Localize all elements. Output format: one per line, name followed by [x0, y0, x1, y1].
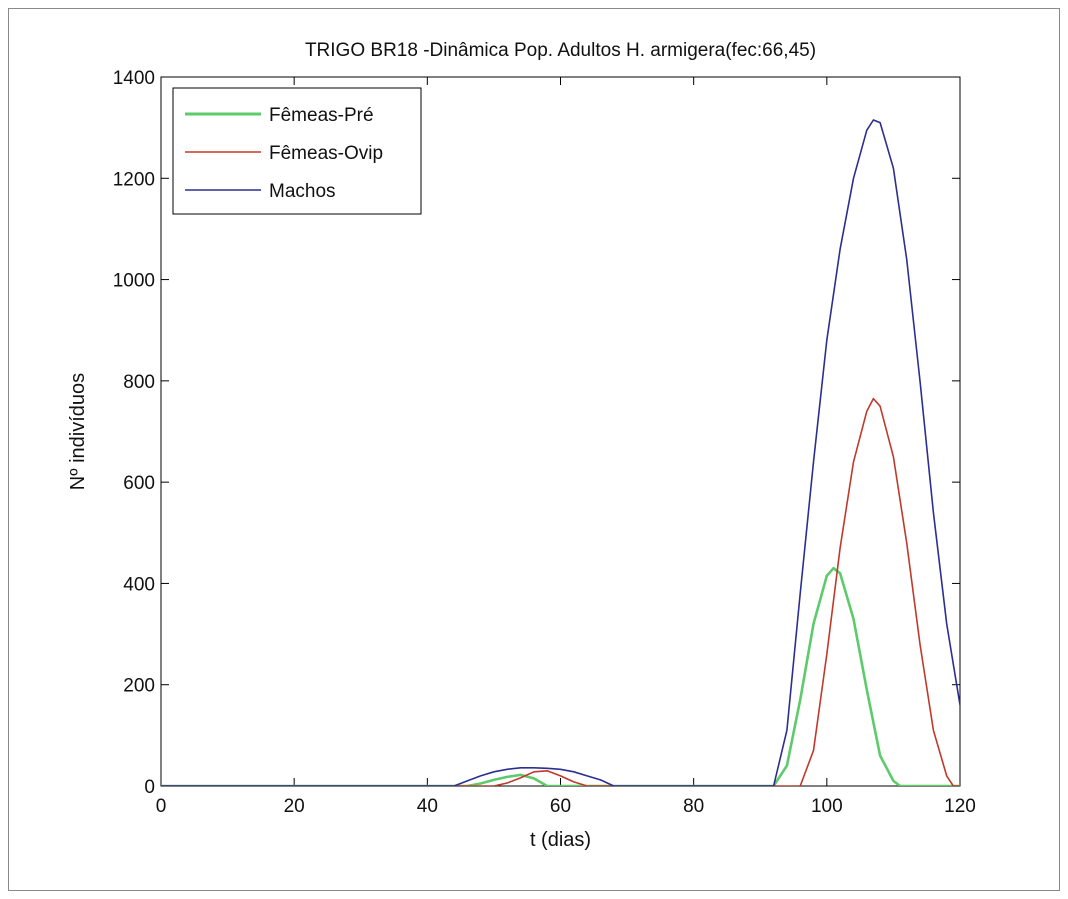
legend-entry-label: Fêmeas-Pré: [269, 105, 374, 126]
y-tick-label: 600: [123, 473, 155, 494]
legend-box: [172, 87, 422, 215]
x-tick-label: 100: [811, 796, 843, 817]
legend: Fêmeas-Pré Fêmeas-Ovip Machos: [172, 87, 422, 215]
x-axis-label: t (dias): [530, 829, 591, 851]
x-tick-label: 20: [284, 796, 305, 817]
x-tick-label: 120: [944, 796, 976, 817]
y-tick-label: 0: [144, 777, 155, 798]
legend-entry-label: Machos: [269, 181, 336, 202]
y-tick-label: 800: [123, 372, 155, 393]
y-tick-label: 1200: [113, 169, 155, 190]
x-tick-label: 0: [156, 796, 167, 817]
series-layer: [161, 119, 960, 786]
series-line-machos: [161, 119, 960, 786]
series-line-femeas-pre: [161, 566, 960, 786]
y-tick-label: 1000: [113, 271, 155, 292]
y-tick-label: 200: [123, 676, 155, 697]
y-axis-label: Nº indivíduos: [67, 373, 89, 490]
x-tick-label: 80: [683, 796, 704, 817]
x-tick-label: 60: [550, 796, 571, 817]
y-tick-label: 1400: [113, 68, 155, 89]
legend-entry-label: Fêmeas-Ovip: [269, 143, 383, 164]
y-tick-label: 400: [123, 574, 155, 595]
x-tick-label: 40: [417, 796, 438, 817]
chart-title: TRIGO BR18 -Dinâmica Pop. Adultos H. arm…: [305, 40, 816, 61]
series-line-femeas-ovip: [161, 397, 960, 786]
